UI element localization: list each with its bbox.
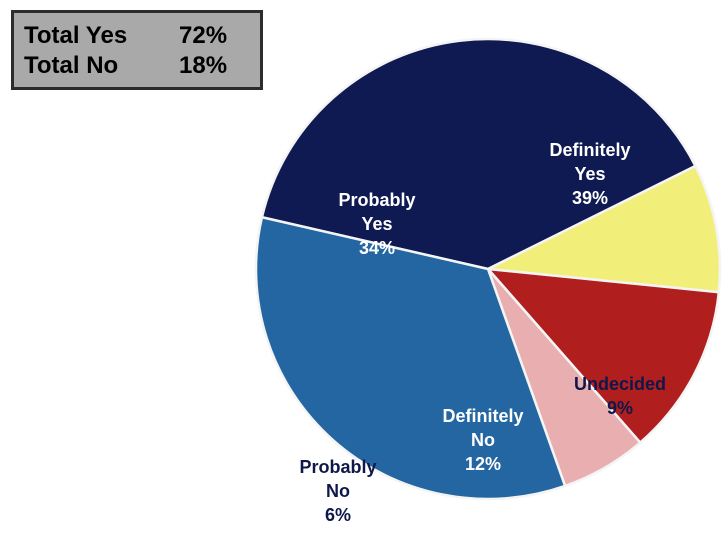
pie-label-line: No	[326, 481, 350, 501]
pie-label-line: Yes	[574, 164, 605, 184]
pie-slice-probably-yes	[254, 216, 567, 501]
pie-label-probably-yes: Probably Yes 34%	[338, 190, 415, 258]
total-no-row: Total No 18%	[24, 51, 260, 81]
pie-label-probably-no: Probably No 6%	[299, 457, 376, 525]
total-yes-label: Total Yes	[24, 22, 128, 49]
pie-label-line: Probably	[338, 190, 415, 210]
pie-label-line: Yes	[361, 214, 392, 234]
pie-label-line: Definitely	[549, 140, 630, 160]
pie-label-line: 39%	[572, 188, 608, 208]
pie-slice-undecided	[486, 164, 722, 294]
pie-label-line: 6%	[325, 505, 351, 525]
pie-label-definitely-yes: Definitely Yes 39%	[549, 140, 630, 208]
total-no-value: 18%	[179, 52, 228, 79]
summary-box: Total Yes 72% Total No 18%	[11, 10, 263, 90]
pie-label-line: Definitely	[442, 406, 523, 426]
pie-label-line: 34%	[359, 238, 395, 258]
pie-label-undecided: Undecided 9%	[574, 374, 666, 418]
pie-slice-definitely-no	[486, 267, 721, 444]
pie-label-line: 9%	[607, 398, 633, 418]
pie-label-line: 12%	[465, 454, 501, 474]
pie-slice-definitely-yes	[260, 37, 697, 271]
total-no-label: Total No	[24, 52, 119, 79]
pie-label-line: No	[471, 430, 495, 450]
pie-label-line: Undecided	[574, 374, 666, 394]
pie-label-line: Probably	[299, 457, 376, 477]
total-yes-value: 72%	[179, 22, 228, 49]
pie-label-definitely-no: Definitely No 12%	[442, 406, 523, 474]
total-yes-row: Total Yes 72%	[24, 21, 260, 51]
